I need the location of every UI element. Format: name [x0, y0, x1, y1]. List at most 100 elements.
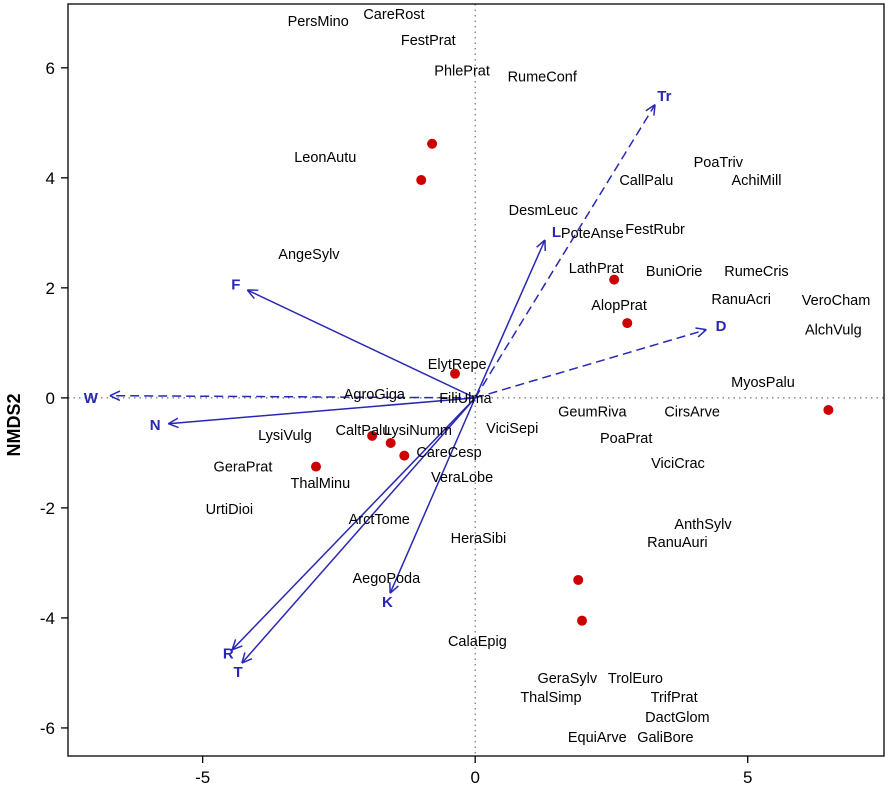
vector-shaft [247, 289, 476, 399]
vector-arrowhead [645, 104, 656, 112]
species-label-PersMino: PersMino [288, 14, 349, 30]
species-label-VeroCham: VeroCham [802, 293, 871, 309]
vector-shaft [168, 397, 476, 425]
species-label-FiliUlma: FiliUlma [439, 391, 492, 407]
env-vector-Tr: Tr [474, 88, 672, 399]
env-vector-D: D [474, 318, 727, 399]
vector-label-F: F [231, 276, 240, 293]
vector-arrowhead [241, 657, 253, 664]
species-label-HeraSibi: HeraSibi [451, 531, 507, 547]
vector-label-T: T [233, 664, 242, 681]
species-label-AngeSylv: AngeSylv [278, 247, 340, 263]
env-vector-W: W [84, 390, 476, 407]
vector-arrowhead [109, 390, 121, 397]
y-tick-label: -6 [40, 719, 55, 738]
env-vector-T: T [233, 397, 476, 681]
vector-arrowhead [231, 645, 243, 651]
vector-shaft [389, 397, 476, 594]
species-label-LysiVulg: LysiVulg [258, 428, 312, 444]
species-label-PoaTriv: PoaTriv [694, 155, 744, 171]
vector-arrowhead [653, 104, 656, 116]
site-point [573, 574, 584, 585]
vector-label-Tr: Tr [657, 88, 671, 105]
species-label-ThalSimp: ThalSimp [520, 690, 581, 706]
species-label-AlopPrat: AlopPrat [591, 298, 647, 314]
vector-arrowhead [241, 652, 246, 664]
vector-arrowhead [536, 239, 546, 248]
vector-label-D: D [716, 318, 727, 335]
species-label-AnthSylv: AnthSylv [674, 517, 732, 533]
species-label-CirsArve: CirsArve [664, 405, 720, 421]
x-tick-label: 0 [470, 768, 479, 787]
vector-arrowhead [231, 639, 237, 651]
species-label-MyosPalu: MyosPalu [731, 375, 795, 391]
species-label-LysiNumm: LysiNumm [384, 423, 452, 439]
species-label-VeraLobe: VeraLobe [431, 470, 493, 486]
y-tick-label: -2 [40, 499, 55, 518]
vector-label-L: L [552, 224, 561, 241]
site-point [450, 368, 461, 379]
site-point [577, 615, 588, 626]
vector-arrowhead [246, 289, 255, 300]
vector-label-N: N [150, 417, 161, 434]
site-point [399, 450, 410, 461]
y-tick-label: 2 [46, 279, 55, 298]
y-axis-title: NMDS2 [4, 393, 24, 456]
species-label-PoaPrat: PoaPrat [600, 431, 652, 447]
species-label-CaltPalu: CaltPalu [335, 423, 390, 439]
plot-border [67, 3, 885, 757]
species-label-AlchVulg: AlchVulg [805, 323, 862, 339]
site-point [427, 138, 438, 149]
y-tick-label: 6 [46, 59, 55, 78]
vector-arrowhead [168, 423, 179, 429]
species-label-DactGlom: DactGlom [645, 710, 709, 726]
y-tick-label: 4 [46, 169, 55, 188]
y-tick-label: -4 [40, 609, 55, 628]
vector-label-W: W [84, 390, 99, 407]
species-label-AegoPoda: AegoPoda [352, 571, 421, 587]
species-label-FestPrat: FestPrat [401, 33, 456, 49]
species-label-BuniOrie: BuniOrie [646, 264, 702, 280]
species-label-RumeConf: RumeConf [508, 70, 578, 86]
species-label-CalaEpig: CalaEpig [448, 634, 507, 650]
species-label-TrifPrat: TrifPrat [651, 690, 698, 706]
species-label-EquiArve: EquiArve [568, 730, 627, 746]
vector-shaft [241, 397, 476, 664]
site-point [311, 461, 322, 472]
species-label-RumeCris: RumeCris [724, 264, 788, 280]
species-label-AchiMill: AchiMill [731, 173, 781, 189]
species-label-TrolEuro: TrolEuro [608, 671, 663, 687]
site-point [609, 274, 620, 285]
env-vector-K: K [382, 397, 476, 611]
species-label-RanuAcri: RanuAcri [711, 292, 771, 308]
vector-shaft [109, 394, 476, 399]
species-label-FestRubr: FestRubr [625, 222, 685, 238]
species-label-PoteAnse: PoteAnse [561, 226, 624, 242]
x-tick-label: 5 [743, 768, 752, 787]
vector-shaft [231, 397, 476, 651]
species-label-GaliBore: GaliBore [637, 730, 693, 746]
species-label-ThalMinu: ThalMinu [291, 476, 351, 492]
species-label-CareRost: CareRost [363, 7, 424, 23]
species-label-GeraPrat: GeraPrat [214, 460, 273, 476]
vector-arrowhead [109, 395, 121, 402]
site-point [416, 175, 427, 186]
x-tick-label: -5 [195, 768, 210, 787]
vector-shaft [474, 328, 707, 399]
env-vector-L: L [474, 224, 561, 399]
species-label-RanuAuri: RanuAuri [647, 535, 707, 551]
vector-arrowhead [167, 417, 179, 425]
species-label-CallPalu: CallPalu [619, 173, 673, 189]
species-label-LeonAutu: LeonAutu [294, 150, 356, 166]
vector-label-K: K [382, 594, 393, 611]
vector-shaft [474, 239, 546, 399]
y-tick-label: 0 [46, 389, 55, 408]
vector-label-R: R [223, 645, 234, 662]
species-label-AgroGiga: AgroGiga [344, 387, 406, 403]
species-label-PhlePrat: PhlePrat [434, 64, 490, 80]
species-label-UrtiDioi: UrtiDioi [206, 502, 254, 518]
species-label-DesmLeuc: DesmLeuc [509, 203, 578, 219]
site-point [385, 437, 396, 448]
